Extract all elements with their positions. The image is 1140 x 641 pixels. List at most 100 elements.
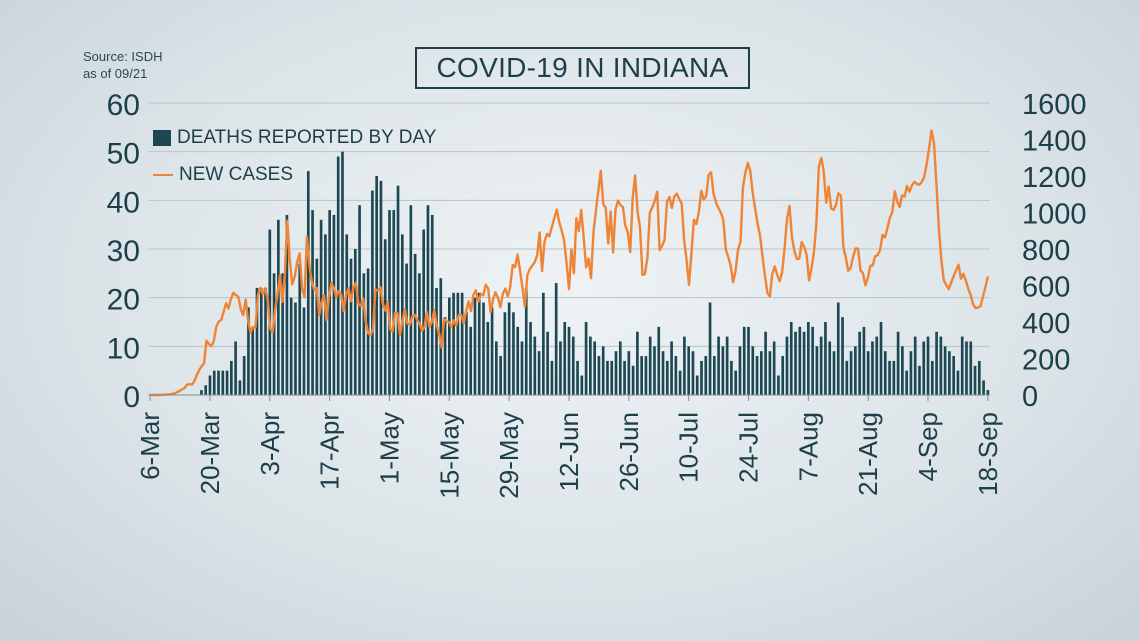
death-bar	[426, 205, 430, 395]
death-bar	[550, 360, 554, 395]
x-tick-label: 6-Mar	[135, 412, 165, 480]
death-bar	[272, 273, 276, 395]
death-bar	[392, 210, 396, 395]
death-bar	[306, 171, 310, 395]
death-bar	[973, 365, 977, 395]
death-bar	[764, 331, 767, 395]
death-bar	[888, 360, 891, 395]
death-bar	[678, 370, 682, 395]
death-bar	[277, 219, 280, 395]
death-bar	[683, 336, 686, 395]
death-bar	[465, 312, 468, 395]
death-bar	[247, 307, 250, 395]
death-bar	[858, 331, 861, 395]
legend-item-cases: NEW CASES	[153, 164, 293, 186]
y-right-tick-label: 1200	[1022, 162, 1087, 194]
death-bar	[648, 336, 652, 395]
death-bar	[704, 356, 708, 395]
death-bar	[935, 331, 938, 395]
x-tick-label: 24-Jul	[734, 412, 764, 483]
death-bar	[571, 336, 575, 395]
death-bar	[435, 287, 438, 395]
death-bar	[589, 336, 592, 395]
death-bar	[738, 346, 742, 395]
death-bar	[734, 370, 738, 395]
legend-label-cases: NEW CASES	[179, 164, 294, 185]
death-bar	[695, 375, 699, 395]
x-tick-label: 20-Mar	[195, 412, 225, 495]
death-bar	[524, 287, 528, 395]
x-tick-label: 1-May	[374, 412, 404, 484]
death-bar	[559, 341, 562, 395]
death-bar	[956, 370, 960, 395]
legend-item-deaths: DEATHS REPORTED BY DAY	[153, 127, 436, 149]
death-bar	[819, 336, 823, 395]
death-bar	[618, 341, 622, 395]
source-note: Source: ISDH as of 09/21	[83, 48, 162, 82]
death-bar	[828, 341, 832, 395]
death-bar	[447, 297, 451, 395]
death-bar	[794, 331, 797, 395]
death-bar	[751, 346, 755, 395]
death-bar	[533, 336, 537, 395]
death-bar	[388, 210, 391, 395]
death-bar	[371, 190, 374, 395]
death-bar	[413, 253, 417, 395]
source-line: Source: ISDH	[83, 49, 163, 64]
death-bar	[875, 336, 879, 395]
death-bar	[721, 346, 725, 395]
death-bar	[768, 351, 772, 395]
death-bar	[785, 336, 789, 395]
death-bar	[892, 360, 896, 395]
death-bar	[358, 205, 361, 395]
death-bar	[512, 312, 515, 395]
death-bar	[725, 336, 729, 395]
death-bar	[610, 360, 614, 395]
y-right-tick-label: 600	[1022, 272, 1070, 304]
death-bar	[849, 351, 853, 395]
death-bar	[824, 322, 827, 395]
death-bar	[576, 360, 579, 395]
death-bar	[909, 351, 913, 395]
death-bar	[730, 360, 733, 395]
death-bar	[717, 336, 720, 395]
death-bar	[960, 336, 964, 395]
death-bar	[234, 341, 237, 395]
y-right-tick-label: 400	[1022, 308, 1070, 340]
death-bar	[341, 151, 344, 395]
death-bar	[567, 326, 571, 395]
x-tick-label: 26-Jun	[614, 412, 644, 492]
death-bar	[777, 375, 780, 395]
death-bar	[495, 341, 498, 395]
y-left-tick-label: 10	[107, 332, 140, 365]
death-bar	[636, 331, 639, 395]
death-bar	[623, 360, 626, 395]
death-bar	[460, 292, 464, 395]
death-bar	[554, 283, 558, 395]
death-bar	[456, 292, 460, 395]
death-bar	[606, 360, 609, 395]
death-bar	[584, 322, 588, 395]
death-bar	[674, 356, 678, 395]
x-tick-label: 18-Sep	[973, 412, 1003, 496]
x-tick-label: 7-Aug	[793, 412, 823, 481]
x-tick-label: 17-Apr	[315, 412, 345, 490]
death-bar	[896, 331, 900, 395]
death-bar	[905, 370, 908, 395]
death-bar	[845, 360, 849, 395]
death-bar	[862, 326, 866, 395]
death-bar	[965, 341, 968, 395]
death-bar	[400, 234, 404, 395]
death-bar	[473, 297, 477, 395]
death-bar	[503, 312, 507, 395]
death-bar	[469, 326, 473, 395]
death-bar	[281, 273, 284, 395]
death-bar	[345, 234, 349, 395]
y-right-tick-label: 1400	[1022, 126, 1087, 158]
death-bar	[443, 317, 447, 395]
death-bar	[798, 326, 802, 395]
death-bar	[200, 390, 203, 395]
death-bar	[537, 351, 541, 395]
death-bar	[507, 302, 511, 395]
